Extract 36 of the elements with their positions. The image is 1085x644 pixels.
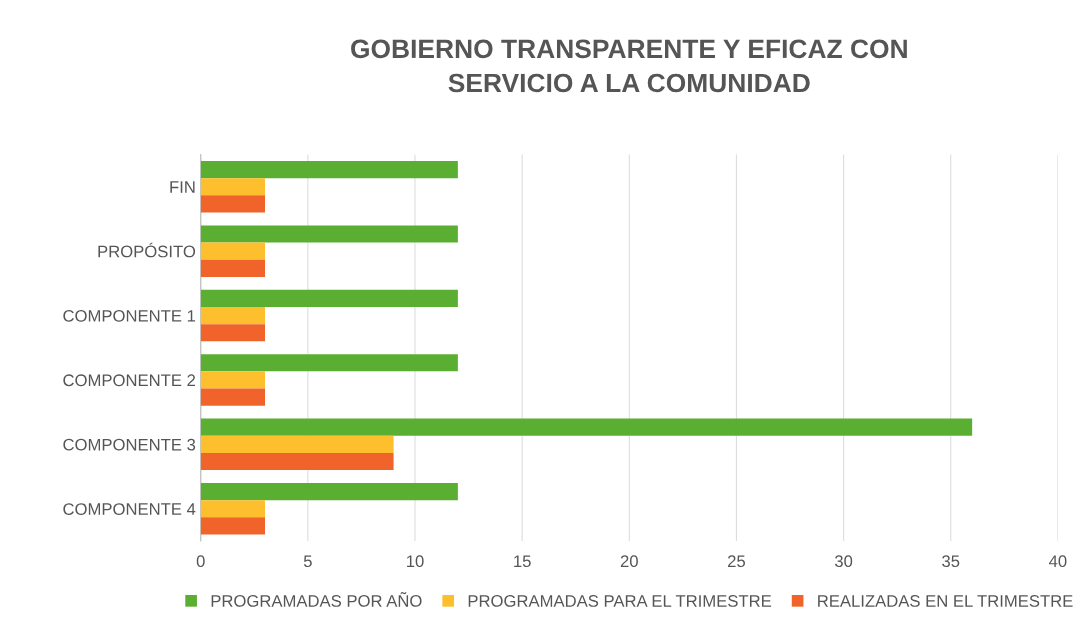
bar [200,161,458,179]
bar [200,242,266,260]
legend-label: REALIZADAS EN EL TRIMESTRE [818,595,1073,607]
y-tick-label: COMPONENTE 4 [63,503,196,515]
x-tick-label: 40 [1048,555,1067,568]
x-tick-label: 10 [407,555,424,568]
x-tick-label: 35 [942,555,960,568]
x-tick-label: 30 [834,555,853,568]
x-tick-label: 5 [303,555,312,568]
chart-title: GOBIERNO TRANSPARENTE Y EFICAZ CON SERVICIO A LA COMUNIDAD [351,39,907,93]
y-tick-label: PROPÓSITO [98,242,196,258]
y-tick-label: COMPONENTE 2 [63,374,196,387]
bar [200,324,266,342]
bar [200,178,266,196]
bar [200,500,266,518]
x-tick-label: 20 [620,555,638,568]
y-tick-label: FIN [170,181,195,193]
bar [200,225,458,243]
bar [200,259,266,277]
y-tick-label: COMPONENTE 1 [63,309,196,322]
bar [200,517,266,535]
bar [200,195,266,213]
x-tick-label: 0 [196,555,205,568]
y-tick-label: COMPONENTE 3 [63,438,196,451]
bar [200,306,266,325]
x-tick-label: 15 [514,555,531,568]
bar [200,388,266,406]
x-tick-label: 25 [728,555,746,568]
bar [200,289,458,307]
bar [200,483,458,501]
bar [200,435,394,453]
legend-label: PROGRAMADAS POR AÑO [211,592,422,607]
bar [200,354,458,372]
legend-label: PROGRAMADAS PARA EL TRIMESTRE [468,595,772,607]
bar [200,371,266,389]
bar [200,452,394,471]
